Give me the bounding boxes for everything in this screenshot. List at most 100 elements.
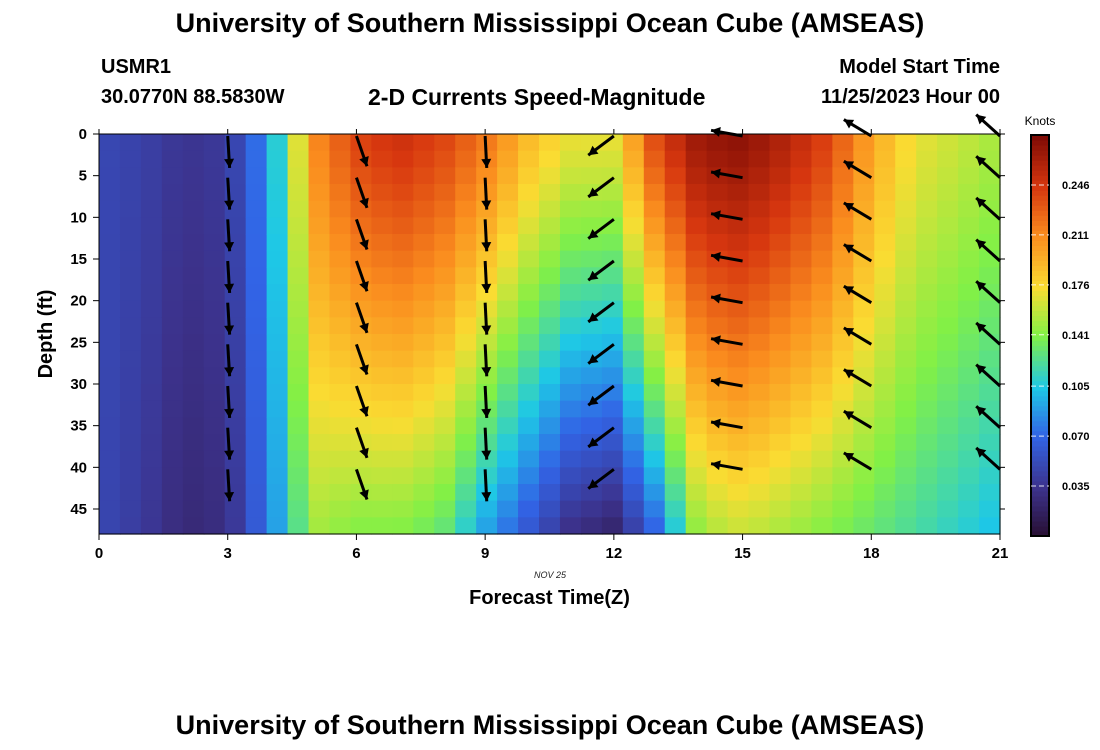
heatmap-cell: [287, 267, 310, 285]
heatmap-cell: [853, 267, 875, 285]
heatmap-cell: [119, 400, 142, 418]
heatmap-cell: [245, 217, 268, 235]
heatmap-cell: [203, 317, 226, 335]
heatmap-cell: [853, 150, 875, 168]
heatmap-cell: [161, 300, 184, 318]
heatmap-cell: [434, 434, 456, 452]
heatmap-cell: [518, 250, 540, 268]
colorbar-tick-label: 0.105: [1062, 381, 1090, 393]
heatmap-cell: [99, 217, 121, 235]
heatmap-cell: [266, 300, 289, 318]
heatmap-cell: [308, 500, 331, 518]
heatmap-cell: [937, 167, 959, 185]
heatmap-cell: [559, 300, 582, 318]
heatmap-cell: [811, 234, 833, 252]
heatmap-cell: [497, 517, 519, 535]
heatmap-cell: [559, 450, 582, 468]
heatmap-cell: [769, 500, 792, 518]
heatmap-cell: [727, 434, 750, 452]
colorbar-step: [1031, 450, 1049, 457]
heatmap-cell: [161, 417, 184, 435]
heatmap-cell: [874, 150, 896, 168]
heatmap-cell: [727, 134, 750, 152]
heatmap-cell: [497, 300, 519, 318]
heatmap-cell: [161, 284, 184, 302]
heatmap-cell: [182, 417, 205, 435]
heatmap-cell: [245, 500, 268, 518]
heatmap-cell: [329, 517, 352, 535]
heatmap-cell: [371, 334, 393, 352]
heatmap-cell: [287, 434, 310, 452]
heatmap-cell: [769, 250, 792, 268]
heatmap-cell: [518, 400, 540, 418]
heatmap-cell: [601, 250, 624, 268]
x-tick-label: 3: [224, 545, 232, 562]
current-arrow-head: [224, 491, 235, 502]
heatmap-cell: [769, 167, 792, 185]
heatmap-cell: [853, 384, 875, 402]
heatmap-cell: [790, 184, 813, 202]
heatmap-cell: [916, 384, 938, 402]
heatmap-cell: [371, 350, 393, 368]
heatmap-cell: [99, 150, 121, 168]
heatmap-cell: [182, 400, 205, 418]
heatmap-cell: [895, 184, 917, 202]
heatmap-cell: [937, 467, 959, 485]
heatmap-cell: [140, 167, 163, 185]
heatmap-cell: [916, 367, 938, 385]
heatmap-cell: [559, 467, 582, 485]
heatmap-cell: [182, 134, 205, 152]
heatmap-cell: [308, 284, 331, 302]
heatmap-cell: [455, 450, 477, 468]
heatmap-cell: [392, 417, 414, 435]
heatmap-cell: [434, 167, 456, 185]
heatmap-cell: [518, 284, 540, 302]
heatmap-cell: [958, 417, 980, 435]
heatmap-cell: [203, 450, 226, 468]
heatmap-cell: [685, 500, 708, 518]
heatmap-cell: [643, 184, 666, 202]
heatmap-cell: [916, 217, 938, 235]
heatmap-cell: [559, 267, 582, 285]
colorbar-step: [1031, 425, 1049, 432]
current-arrow-head: [976, 322, 987, 333]
heatmap-cell: [476, 517, 498, 535]
colorbar-step: [1031, 475, 1049, 482]
heatmap-cell: [958, 200, 980, 218]
heatmap-cell: [706, 267, 729, 285]
heatmap-cell: [518, 467, 540, 485]
heatmap-cell: [580, 334, 603, 352]
heatmap-cell: [203, 517, 226, 535]
current-arrow-head: [976, 197, 987, 208]
heatmap-cell: [853, 450, 875, 468]
heatmap-cell: [329, 334, 352, 352]
colorbar-step: [1031, 400, 1049, 407]
heatmap-cell: [371, 517, 393, 535]
heatmap-cell: [685, 317, 708, 335]
heatmap-cell: [245, 167, 268, 185]
heatmap-cell: [811, 400, 833, 418]
heatmap-cell: [350, 250, 372, 268]
heatmap-cell: [539, 167, 561, 185]
colorbar-step: [1031, 345, 1049, 352]
heatmap-cell: [539, 284, 561, 302]
colorbar-step: [1031, 165, 1049, 171]
heatmap-cell: [119, 517, 142, 535]
heatmap-cell: [580, 517, 603, 535]
current-arrow-head: [711, 210, 721, 221]
heatmap-cell: [434, 200, 456, 218]
heatmap-cell: [371, 184, 393, 202]
heatmap-cell: [224, 334, 247, 352]
current-arrow-head: [359, 197, 369, 208]
colorbar-gradient: [1031, 135, 1049, 537]
heatmap-cell: [559, 134, 582, 152]
heatmap-cell: [329, 400, 352, 418]
heatmap-cell: [182, 484, 205, 502]
heatmap-cell: [769, 317, 792, 335]
heatmap-cell: [727, 384, 750, 402]
heatmap-cell: [266, 334, 289, 352]
heatmap-cell: [266, 450, 289, 468]
heatmap-cell: [664, 384, 687, 402]
heatmap-cell: [685, 184, 708, 202]
colorbar-tick-label: 0.176: [1062, 280, 1090, 292]
